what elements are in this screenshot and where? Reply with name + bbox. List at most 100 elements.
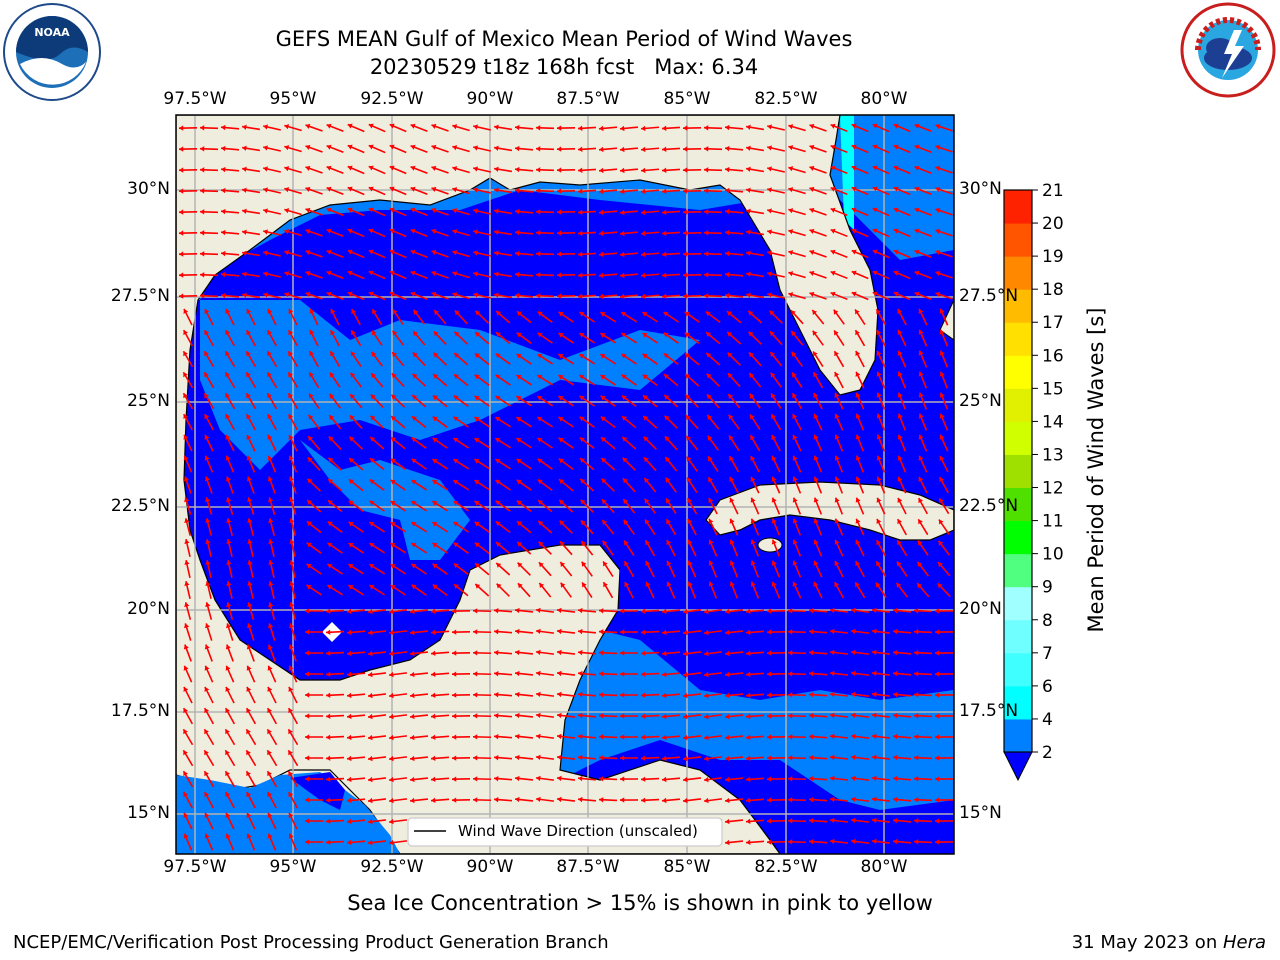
wind-arrow xyxy=(724,797,744,804)
wind-arrow xyxy=(558,416,574,428)
wind-arrow xyxy=(640,776,660,782)
wind-arrow xyxy=(792,455,802,473)
wind-arrow xyxy=(854,329,866,347)
wind-arrow xyxy=(326,186,344,196)
wind-arrow xyxy=(472,671,492,677)
wind-arrow xyxy=(833,581,845,599)
wind-arrow xyxy=(183,665,193,683)
wind-arrow xyxy=(787,839,807,845)
wind-arrow xyxy=(876,392,886,410)
wind-arrow xyxy=(749,414,761,430)
wind-arrow xyxy=(766,692,786,698)
wind-arrow xyxy=(329,372,341,388)
wind-arrow xyxy=(268,581,275,599)
wind-arrow xyxy=(431,249,449,258)
wind-arrow xyxy=(245,329,257,347)
wind-arrow xyxy=(241,187,261,194)
wind-arrow xyxy=(474,416,490,428)
wind-arrow xyxy=(304,713,324,719)
wind-arrow xyxy=(577,293,597,299)
wind-arrow xyxy=(892,607,912,614)
wind-arrow xyxy=(851,186,869,196)
wind-arrow xyxy=(833,330,845,346)
wind-arrow xyxy=(367,629,387,636)
wind-arrow xyxy=(771,518,781,536)
land-bahamas xyxy=(939,299,954,341)
wind-arrow xyxy=(833,350,845,368)
wind-arrow xyxy=(619,272,639,279)
wind-arrow xyxy=(453,521,469,533)
wind-arrow xyxy=(391,372,405,388)
wind-arrow xyxy=(556,712,576,719)
wind-arrow xyxy=(225,476,234,494)
wind-arrow xyxy=(288,413,298,431)
wind-arrow xyxy=(178,209,198,215)
wind-arrow xyxy=(453,395,469,407)
wind-arrow xyxy=(368,144,386,154)
wind-arrow xyxy=(370,393,384,409)
wind-arrow xyxy=(724,250,744,257)
wind-arrow xyxy=(934,755,954,761)
colorbar-swatch xyxy=(1004,685,1032,720)
wind-arrow xyxy=(703,797,723,804)
wind-arrow xyxy=(913,608,933,614)
wind-arrow xyxy=(661,293,681,299)
wind-arrow xyxy=(516,374,532,386)
wind-arrow xyxy=(246,434,256,452)
wind-arrow xyxy=(495,562,511,576)
wind-arrow xyxy=(431,165,449,174)
wind-arrow xyxy=(682,293,702,299)
wind-arrow xyxy=(537,478,553,492)
wind-arrow xyxy=(661,671,681,678)
wind-arrow xyxy=(893,186,911,196)
wind-arrow xyxy=(850,712,870,719)
wind-arrow xyxy=(535,209,555,215)
wind-arrow xyxy=(808,838,828,845)
nws-logo xyxy=(1180,2,1276,98)
wind-arrow xyxy=(199,125,219,131)
wind-arrow xyxy=(288,644,297,662)
wind-arrow xyxy=(347,563,365,575)
wind-arrow xyxy=(535,733,555,740)
wind-arrow xyxy=(309,329,319,347)
wind-arrow xyxy=(266,770,278,788)
wind-arrow xyxy=(495,353,511,365)
wind-arrow xyxy=(184,581,191,599)
wind-arrow xyxy=(937,561,951,577)
wind-arrow xyxy=(685,394,699,408)
wind-arrow xyxy=(493,166,513,173)
wind-arrow xyxy=(829,670,849,677)
wind-arrow xyxy=(642,353,658,365)
wind-arrow xyxy=(897,371,907,389)
wind-arrow xyxy=(325,818,345,824)
wind-arrow xyxy=(517,582,531,598)
wind-arrow xyxy=(224,749,236,767)
wind-arrow xyxy=(183,686,193,704)
wind-arrow xyxy=(665,518,677,536)
wind-arrow xyxy=(178,146,198,152)
wind-arrow xyxy=(813,476,823,494)
wind-arrow xyxy=(579,457,595,471)
wind-arrow xyxy=(559,540,573,556)
wind-arrow xyxy=(809,144,827,153)
colorbar-tick-label: 21 xyxy=(1042,181,1064,201)
wind-arrow xyxy=(897,392,907,410)
wind-arrow xyxy=(745,776,765,783)
wind-arrow xyxy=(347,249,365,259)
lat-tick-left: 30°N xyxy=(127,179,170,199)
colorbar-swatch xyxy=(1004,520,1032,555)
wind-arrow xyxy=(224,371,236,389)
wind-arrow xyxy=(876,518,886,536)
wind-arrow xyxy=(325,839,345,845)
wind-arrow xyxy=(663,311,679,323)
wind-arrow xyxy=(598,776,618,782)
lat-tick-left: 22.5°N xyxy=(110,496,170,516)
wind-arrow xyxy=(808,733,828,740)
wind-arrow xyxy=(204,791,214,809)
colorbar-tick-label: 2 xyxy=(1042,743,1053,763)
wind-arrow xyxy=(643,436,657,450)
wind-arrow xyxy=(388,755,408,762)
wind-arrow xyxy=(346,818,366,825)
wind-arrow xyxy=(935,123,953,132)
wind-arrow xyxy=(619,293,639,300)
